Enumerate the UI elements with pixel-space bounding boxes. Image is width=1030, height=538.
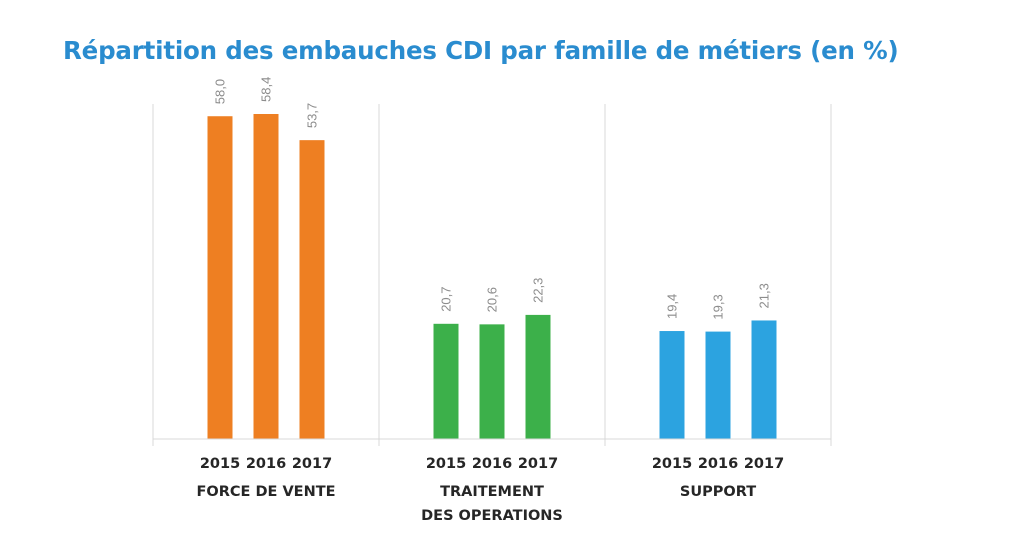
year-label: 2016 bbox=[246, 456, 286, 472]
year-label: 2016 bbox=[698, 456, 738, 472]
bar-value-label: 20,6 bbox=[485, 287, 500, 312]
year-labels: 2015 2016 2017 2015 2016 2017 2015 2016 2017 bbox=[200, 456, 784, 472]
group-label: TRAITEMENT bbox=[440, 484, 544, 500]
bars bbox=[207, 114, 777, 440]
bar-value-label: 19,4 bbox=[665, 294, 680, 319]
bar bbox=[659, 331, 685, 439]
bar bbox=[525, 314, 551, 439]
group-separators bbox=[152, 104, 832, 446]
bar bbox=[705, 331, 731, 439]
bar bbox=[433, 323, 459, 439]
chart-title: Répartition des embauches CDI par famill… bbox=[63, 36, 899, 65]
year-label: 2017 bbox=[518, 456, 558, 472]
group-labels: FORCE DE VENTE TRAITEMENT DES OPERATIONS SU… bbox=[196, 484, 756, 524]
year-label: 2015 bbox=[426, 456, 466, 472]
bar-value-label: 22,3 bbox=[531, 278, 546, 303]
bar-value-label: 58,4 bbox=[259, 77, 274, 102]
year-label: 2016 bbox=[472, 456, 512, 472]
year-label: 2015 bbox=[200, 456, 240, 472]
group-label: DES OPERATIONS bbox=[421, 508, 563, 524]
bar bbox=[479, 324, 505, 439]
bar-value-label: 58,0 bbox=[213, 79, 228, 104]
bar-value-label: 20,7 bbox=[439, 286, 454, 311]
group-label: SUPPORT bbox=[680, 484, 756, 500]
year-label: 2017 bbox=[744, 456, 784, 472]
bar-value-labels: 58,0 58,4 53,7 20,7 20,6 22,3 19,4 19,3 21,3 bbox=[213, 77, 772, 320]
bar bbox=[253, 114, 279, 439]
bar-value-label: 21,3 bbox=[757, 283, 772, 308]
bar-value-label: 53,7 bbox=[305, 103, 320, 128]
bar bbox=[299, 140, 325, 439]
bar bbox=[207, 116, 233, 440]
group-label: FORCE DE VENTE bbox=[196, 484, 335, 500]
year-label: 2017 bbox=[292, 456, 332, 472]
bar-value-label: 19,3 bbox=[711, 294, 726, 319]
bar bbox=[751, 320, 777, 439]
year-label: 2015 bbox=[652, 456, 692, 472]
